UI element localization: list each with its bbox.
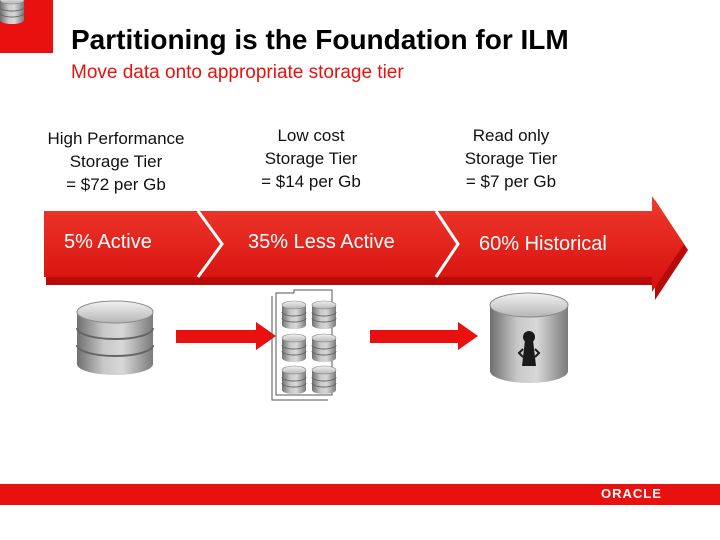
tier-low-cost: Low cost Storage Tier = $14 per Gb [230,124,392,193]
right-arrow-icon [176,322,276,350]
footer-bar [0,484,720,505]
oracle-logo: ORACLE [601,486,662,501]
diagram-graphics [0,0,688,401]
tier-line: Read only [472,126,550,145]
tier-line: Low cost [277,126,345,145]
right-arrow-icon [370,322,478,350]
tier-line: = $72 per Gb [66,175,166,194]
tier-line: = $7 per Gb [465,172,557,191]
segment-label-historical: 60% Historical [479,233,607,255]
slide-subtitle: Move data onto appropriate storage tier [71,62,404,83]
tier-line: Storage Tier [464,149,558,168]
locked-database-icon [489,292,569,383]
tier-high-performance: High Performance Storage Tier = $72 per … [28,127,204,196]
database-icon [76,300,154,375]
slide-title: Partitioning is the Foundation for ILM [71,24,569,55]
segment-label-less-active: 35% Less Active [248,231,395,253]
flow-arrow [44,196,688,300]
segment-label-active: 5% Active [64,231,152,253]
tier-line: Storage Tier [69,152,163,171]
partitioned-database-icon [0,0,337,401]
tier-read-only: Read only Storage Tier = $7 per Gb [438,124,584,193]
tier-line: = $14 per Gb [261,172,361,191]
tier-line: Storage Tier [264,149,358,168]
tier-line: High Performance [47,129,185,148]
